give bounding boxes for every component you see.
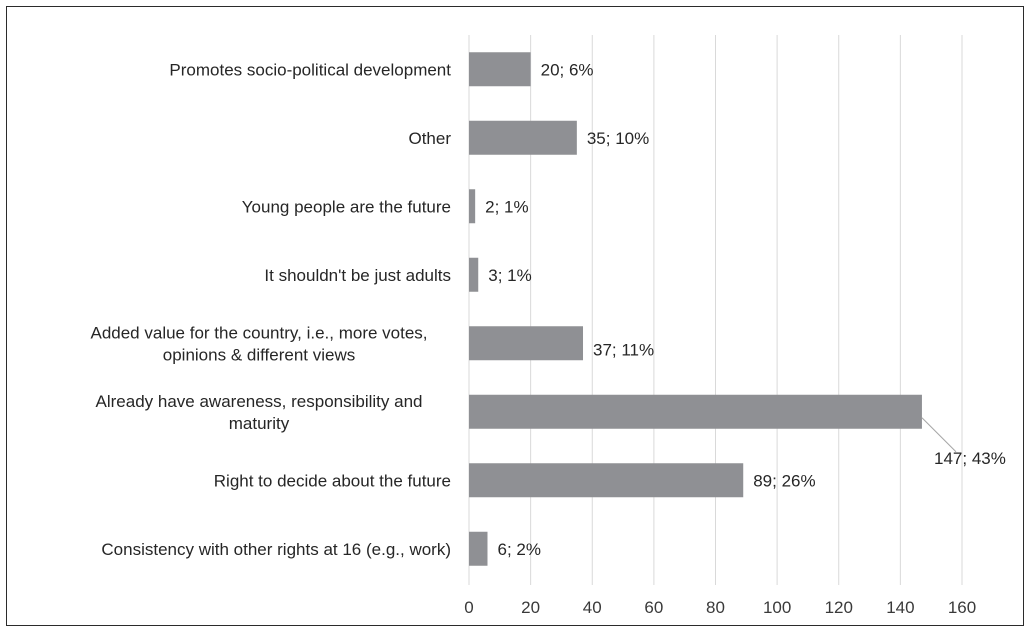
x-tick-label: 140 xyxy=(886,598,914,617)
data-label: 3; 1% xyxy=(488,266,531,285)
category-label-line: Other xyxy=(408,129,451,148)
data-label: 35; 10% xyxy=(587,129,649,148)
category-label-line: maturity xyxy=(229,414,290,433)
category-labels: Promotes socio-political development Othe… xyxy=(90,60,451,559)
bar xyxy=(469,52,531,87)
data-label: 89; 26% xyxy=(753,471,815,490)
x-tick-label: 0 xyxy=(464,598,473,617)
category-label-line: opinions & different views xyxy=(163,345,355,364)
chart-frame: Promotes socio-political development Othe… xyxy=(6,6,1024,626)
bar xyxy=(469,257,479,292)
category-label: Other xyxy=(408,129,451,148)
data-labels: 20; 6% 35; 10% 2; 1% 3; 1% 37; 11% 147; 43% 89… xyxy=(485,60,1006,559)
category-label: Already have awareness, responsibility a… xyxy=(96,392,423,433)
bar xyxy=(469,189,476,224)
category-label-line: Added value for the country, i.e., more … xyxy=(90,323,427,342)
category-label: Consistency with other rights at 16 (e.g… xyxy=(101,540,451,559)
category-label-line: Already have awareness, responsibility a… xyxy=(96,392,423,411)
category-label-line: Right to decide about the future xyxy=(214,471,451,490)
bar xyxy=(469,326,584,361)
bar xyxy=(469,531,488,566)
x-tick-label: 60 xyxy=(644,598,663,617)
gridlines xyxy=(468,35,963,585)
category-label: Young people are the future xyxy=(242,197,451,216)
data-label: 37; 11% xyxy=(593,340,654,359)
data-label: 2; 1% xyxy=(485,197,528,216)
category-label: Promotes socio-political development xyxy=(169,60,451,79)
category-label: Added value for the country, i.e., more … xyxy=(90,323,427,364)
leader-line xyxy=(921,417,957,453)
bar xyxy=(469,463,744,498)
category-label-line: Promotes socio-political development xyxy=(169,60,451,79)
category-label-line: Young people are the future xyxy=(242,197,451,216)
category-label: It shouldn't be just adults xyxy=(264,266,451,285)
bar xyxy=(469,120,577,155)
bars xyxy=(469,52,922,566)
data-label: 6; 2% xyxy=(497,540,540,559)
data-label: 147; 43% xyxy=(934,449,1006,468)
bar xyxy=(469,394,922,429)
data-label: 20; 6% xyxy=(541,60,594,79)
category-label-line: Consistency with other rights at 16 (e.g… xyxy=(101,540,451,559)
x-axis-ticks: 0 20 40 60 80 100 120 140 160 xyxy=(464,598,976,617)
x-tick-label: 80 xyxy=(706,598,725,617)
category-label-line: It shouldn't be just adults xyxy=(264,266,451,285)
bar-chart: Promotes socio-political development Othe… xyxy=(90,35,1006,617)
category-label: Right to decide about the future xyxy=(214,471,451,490)
x-tick-label: 20 xyxy=(521,598,540,617)
x-tick-label: 100 xyxy=(763,598,791,617)
x-tick-label: 120 xyxy=(825,598,853,617)
x-tick-label: 40 xyxy=(583,598,602,617)
x-tick-label: 160 xyxy=(948,598,976,617)
